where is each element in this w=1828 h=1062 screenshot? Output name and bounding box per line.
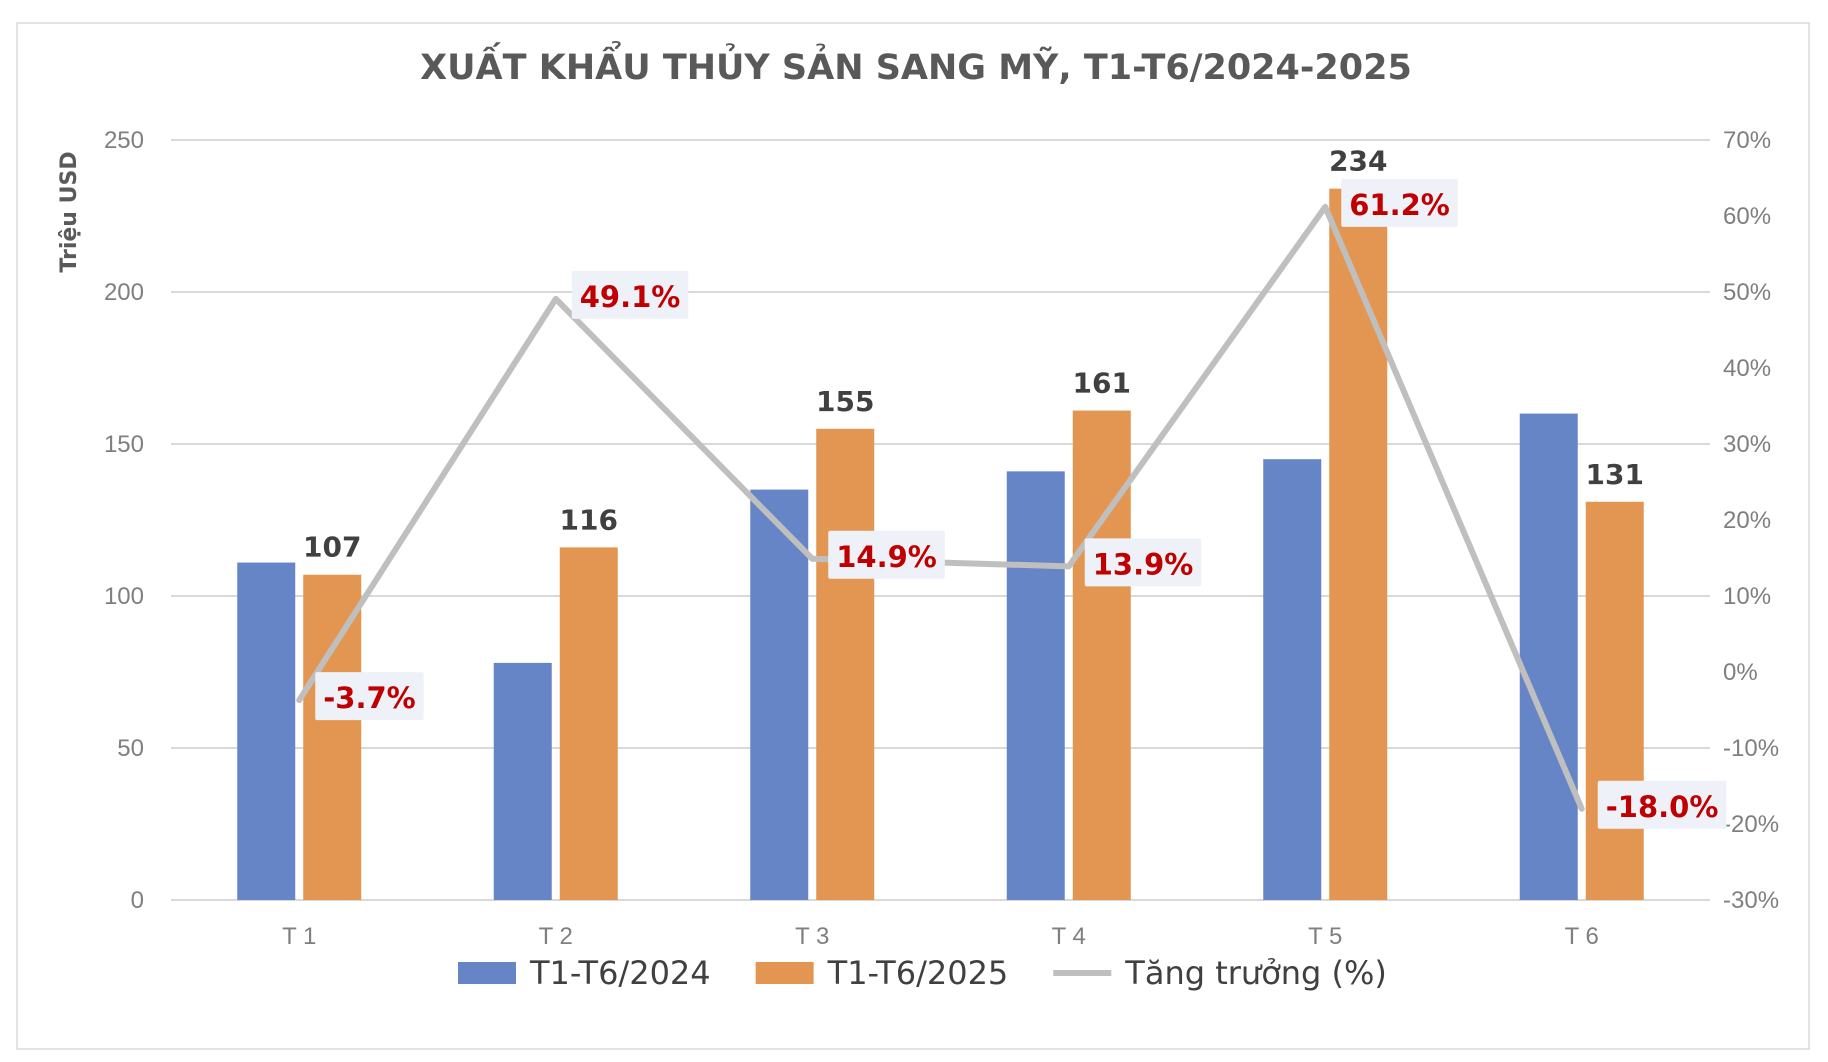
chart-frame: XUẤT KHẨU THỦY SẢN SANG MỸ, T1-T6/2024-2… [16,22,1810,1050]
growth-label-group: -18.0% [1597,780,1727,829]
y2-tick-label: 70% [1723,127,1771,154]
bar [1585,501,1644,900]
bar [1006,471,1065,900]
legend-swatch [755,962,814,984]
y-tick-label: 50 [117,735,144,762]
bar [750,489,809,900]
chart-svg: XUẤT KHẨU THỦY SẢN SANG MỸ, T1-T6/2024-2… [57,40,1779,992]
growth-label: -3.7% [323,681,415,715]
y2-tick-label: -20% [1723,811,1779,838]
x-tick-label: T 3 [795,923,829,950]
growth-label-box [1341,178,1458,227]
x-axis-ticks: T 1 T 2 T 3 T 4 T 5 T 6 [282,923,1599,950]
bar [1263,459,1322,900]
chart-title: XUẤT KHẨU THỦY SẢN SANG MỸ, T1-T6/2024-2… [420,40,1412,88]
bar-value-label: 116 [560,503,618,536]
y2-tick-label: -30% [1723,887,1779,914]
legend: T1-T6/2024 T1-T6/2025 Tăng trưởng (%) [458,954,1387,992]
y2-tick-label: 30% [1723,431,1771,458]
bar-value-label: 107 [303,531,361,564]
bar [559,547,618,900]
growth-label-box [1084,538,1202,587]
growth-label-group: 13.9% [1084,538,1202,587]
y-axis-ticks: 0 50 100 150 200 250 [104,127,144,914]
legend-swatch [458,962,516,984]
y-tick-label: 150 [104,431,144,458]
gridlines [171,139,1710,901]
growth-label-box [828,530,945,579]
bar-value-label: 234 [1329,145,1387,178]
bar-value-label: 131 [1586,458,1644,491]
y2-tick-label: 40% [1723,355,1771,382]
bar [303,574,362,900]
legend-label: T1-T6/2025 [827,954,1009,992]
y2-axis-ticks: -30% -20% -10% 0% 10% 20% 30% 40% 50% 60% 70% [1723,127,1779,914]
bar-value-label: 155 [816,385,874,418]
growth-line [296,203,1585,812]
y-tick-label: 250 [104,127,144,154]
bars [237,188,1644,900]
growth-label: 49.1% [580,280,681,314]
y-axis-label: Triệu USD [57,151,82,272]
bar [237,562,296,900]
legend-item: Tăng trưởng (%) [1053,954,1387,992]
y-tick-label: 0 [131,887,144,914]
bar-data-labels: 107 116 155 161 234 131 [303,145,1644,564]
x-tick-label: T 5 [1308,923,1342,950]
growth-label: 13.9% [1093,547,1194,581]
growth-label: 61.2% [1349,188,1450,222]
growth-label-group: 14.9% [828,530,945,579]
bar [493,662,552,900]
y2-tick-label: 60% [1723,203,1771,230]
y2-tick-label: -10% [1723,735,1779,762]
y2-tick-label: 10% [1723,583,1771,610]
y-tick-label: 100 [104,583,144,610]
y-tick-label: 200 [104,279,144,306]
legend-item: T1-T6/2024 [458,954,711,992]
x-tick-label: T 4 [1052,923,1086,950]
growth-label: 14.9% [836,540,937,574]
growth-label-box [571,270,689,319]
y2-tick-label: 50% [1723,279,1771,306]
x-tick-label: T 6 [1565,923,1599,950]
x-tick-label: T 1 [282,923,316,950]
growth-label-box [1597,780,1727,829]
legend-label: Tăng trưởng (%) [1124,954,1387,992]
bar [1072,410,1131,900]
y2-tick-label: 20% [1723,507,1771,534]
y2-tick-label: 0% [1723,659,1758,686]
growth-line-path [296,203,1585,812]
growth-label-group: -3.7% [315,672,424,721]
growth-label-group: 49.1% [571,270,689,319]
bar [1329,188,1388,900]
legend-item: T1-T6/2025 [755,954,1009,992]
legend-label: T1-T6/2024 [529,954,711,992]
growth-label: -18.0% [1606,790,1719,824]
bar-value-label: 161 [1073,367,1131,400]
growth-label-box [315,672,424,721]
x-tick-label: T 2 [539,923,573,950]
growth-label-group: 61.2% [1341,178,1458,227]
growth-data-labels: -3.7% 49.1% 14.9% 13.9% 61.2% -18.0% [315,178,1727,829]
bar [816,428,875,900]
bar [1519,413,1578,900]
